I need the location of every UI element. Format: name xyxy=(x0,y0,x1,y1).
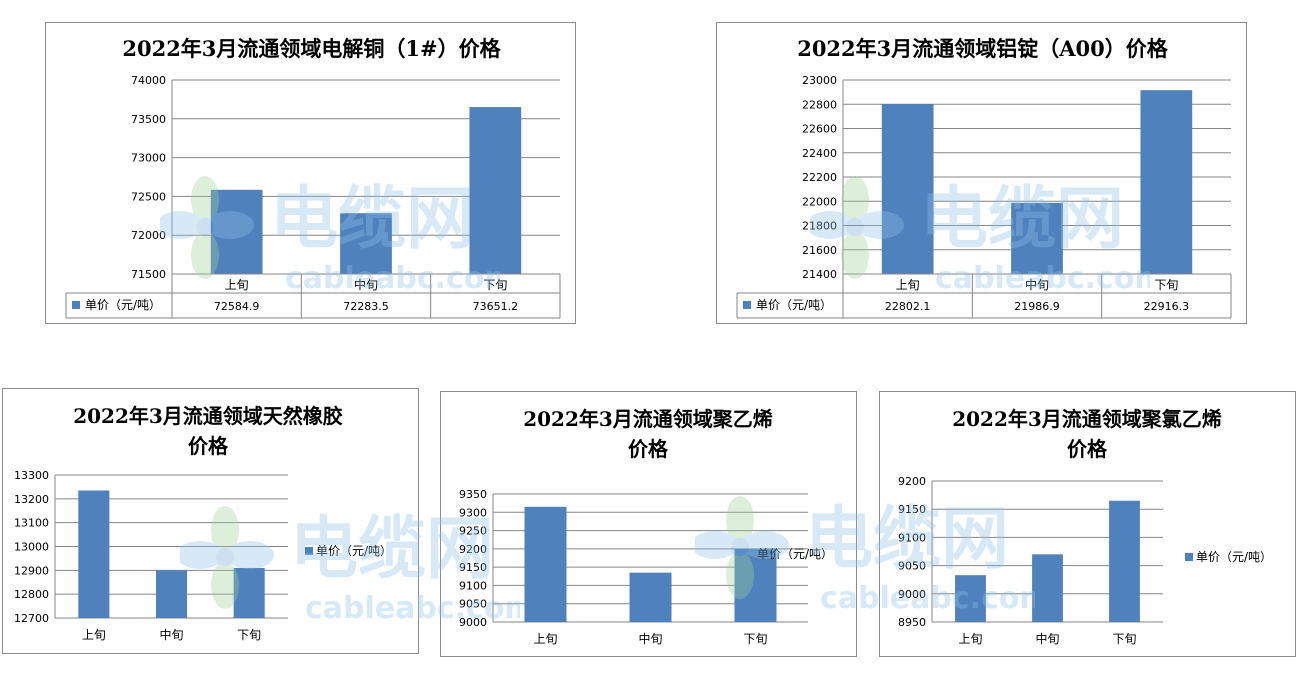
chart-title: 2022年3月流通领域聚氯乙烯价格 xyxy=(952,407,1222,461)
y-tick-label: 22000 xyxy=(802,195,837,208)
legend-swatch xyxy=(743,301,751,309)
y-tick-label: 12700 xyxy=(14,612,49,625)
legend-label: 单价（元/吨） xyxy=(1196,550,1272,564)
data-table-value: 22802.1 xyxy=(885,300,931,313)
y-tick-label: 9000 xyxy=(459,616,487,629)
y-tick-label: 12900 xyxy=(14,564,49,577)
x-category-label: 下旬 xyxy=(1154,278,1178,292)
pe-price-chart: 2022年3月流通领域聚乙烯价格 9000 9050 9100 9150 9200 9250… xyxy=(440,391,857,657)
rubber-price-chart: 2022年3月流通领域天然橡胶价格 12700 12800 12900 13000 131… xyxy=(2,388,419,654)
bar xyxy=(734,548,777,622)
y-tick-label: 9300 xyxy=(459,506,487,519)
y-tick-label: 23000 xyxy=(802,74,837,87)
y-tick-label: 9200 xyxy=(459,543,487,556)
y-tick-label: 9350 xyxy=(459,488,487,501)
legend-swatch xyxy=(72,301,80,309)
pvc-chart-svg: 2022年3月流通领域聚氯乙烯价格 8950 9000 9050 9100 9150 920… xyxy=(898,407,1272,646)
chart-title: 2022年3月流通领域聚乙烯价格 xyxy=(523,407,773,461)
bar xyxy=(210,189,263,274)
x-category-label: 中旬 xyxy=(354,277,378,292)
x-category-label: 中旬 xyxy=(159,627,183,642)
y-tick-label: 12800 xyxy=(14,588,49,601)
legend-label: 单价（元/吨） xyxy=(85,298,161,312)
copper-price-chart: 2022年3月流通领域电解铜（1#）价格 71500 72000 72500 73000… xyxy=(45,22,576,324)
x-category-label: 中旬 xyxy=(1035,631,1059,646)
data-table-value: 22916.3 xyxy=(1144,300,1190,313)
x-category-label: 下旬 xyxy=(237,628,261,642)
bar xyxy=(340,213,392,274)
legend-label: 单价（元/吨） xyxy=(756,298,832,312)
legend-swatch xyxy=(746,550,754,558)
y-tick-label: 21600 xyxy=(802,244,837,257)
bar xyxy=(1011,202,1063,274)
bar xyxy=(955,575,986,622)
aluminum-price-chart: 2022年3月流通领域铝锭（A00）价格 21400 21600 21800 22000… xyxy=(716,22,1247,324)
legend-swatch xyxy=(1185,553,1193,561)
bar xyxy=(524,506,567,622)
y-tick-label: 9200 xyxy=(898,475,926,488)
data-table-value: 72584.9 xyxy=(214,300,260,313)
bar xyxy=(78,490,110,618)
y-tick-label: 22800 xyxy=(802,98,837,111)
y-tick-label: 72500 xyxy=(131,190,166,203)
copper-chart-svg: 2022年3月流通领域电解铜（1#）价格 71500 72000 72500 73000… xyxy=(65,36,561,319)
x-category-label: 上旬 xyxy=(225,278,249,292)
y-tick-label: 13000 xyxy=(14,541,49,554)
x-category-label: 上旬 xyxy=(533,632,557,646)
y-tick-label: 9100 xyxy=(459,579,487,592)
y-tick-label: 9150 xyxy=(459,561,487,574)
bar xyxy=(469,107,522,274)
x-category-label: 上旬 xyxy=(896,278,920,292)
bar xyxy=(155,570,188,618)
y-tick-label: 22200 xyxy=(802,171,837,184)
y-tick-label: 22600 xyxy=(802,123,837,136)
bar xyxy=(629,572,672,622)
y-tick-label: 13100 xyxy=(14,517,49,530)
y-tick-label: 73500 xyxy=(131,113,166,126)
y-tick-label: 22400 xyxy=(802,147,837,160)
y-tick-label: 8950 xyxy=(898,616,926,629)
aluminum-chart-svg: 2022年3月流通领域铝锭（A00）价格 21400 21600 21800 22000… xyxy=(736,36,1232,319)
x-category-label: 中旬 xyxy=(638,631,662,646)
x-category-label: 上旬 xyxy=(82,628,106,642)
bar xyxy=(233,567,265,618)
y-tick-label: 9250 xyxy=(459,525,487,538)
x-category-label: 下旬 xyxy=(483,278,507,292)
y-tick-label: 13200 xyxy=(14,493,49,506)
bar xyxy=(881,103,934,274)
y-tick-label: 13300 xyxy=(14,469,49,482)
chart-title: 2022年3月流通领域铝锭（A00）价格 xyxy=(797,36,1169,61)
legend-label: 单价（元/吨） xyxy=(316,544,392,558)
y-tick-label: 21800 xyxy=(802,220,837,233)
y-tick-label: 73000 xyxy=(131,152,166,165)
y-tick-label: 71500 xyxy=(131,268,166,281)
x-category-label: 下旬 xyxy=(743,632,767,646)
y-tick-label: 74000 xyxy=(131,74,166,87)
pe-chart-svg: 2022年3月流通领域聚乙烯价格 9000 9050 9100 9150 9200 9250… xyxy=(459,407,833,646)
y-tick-label: 9050 xyxy=(898,560,926,573)
data-table-value: 21986.9 xyxy=(1014,300,1060,313)
y-tick-label: 21400 xyxy=(802,268,837,281)
bar xyxy=(1140,90,1193,275)
y-tick-label: 9000 xyxy=(898,588,926,601)
bar xyxy=(1109,500,1140,622)
data-table-value: 72283.5 xyxy=(343,300,389,313)
x-category-label: 中旬 xyxy=(1025,277,1049,292)
legend-label: 单价（元/吨） xyxy=(757,547,833,561)
y-tick-label: 9100 xyxy=(898,531,926,544)
y-tick-label: 72000 xyxy=(131,229,166,242)
legend-swatch xyxy=(305,547,313,555)
y-tick-label: 9050 xyxy=(459,598,487,611)
x-category-label: 上旬 xyxy=(958,632,982,646)
rubber-chart-svg: 2022年3月流通领域天然橡胶价格 12700 12800 12900 13000 131… xyxy=(14,404,392,642)
y-tick-label: 9150 xyxy=(898,503,926,516)
data-table-value: 73651.2 xyxy=(473,300,519,313)
pvc-price-chart: 2022年3月流通领域聚氯乙烯价格 8950 9000 9050 9100 9150 920… xyxy=(879,391,1296,657)
x-category-label: 下旬 xyxy=(1112,632,1136,646)
chart-title: 2022年3月流通领域电解铜（1#）价格 xyxy=(122,36,501,61)
chart-title: 2022年3月流通领域天然橡胶价格 xyxy=(73,404,343,458)
bar xyxy=(1032,554,1063,622)
